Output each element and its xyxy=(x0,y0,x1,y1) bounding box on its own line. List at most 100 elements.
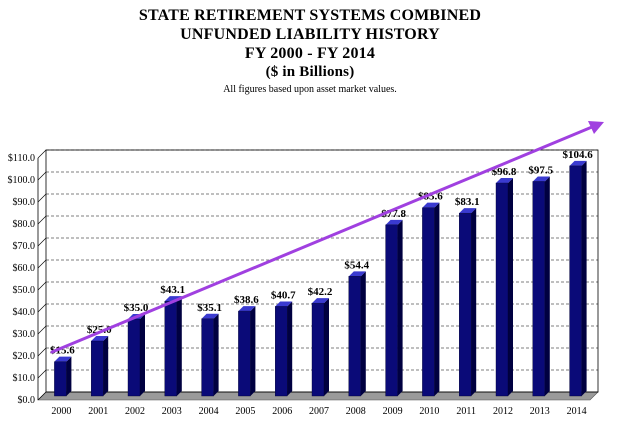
bar xyxy=(127,318,141,397)
bar-side xyxy=(508,178,513,396)
x-tick-label: 2011 xyxy=(456,406,476,417)
bar-side xyxy=(360,271,366,396)
bar xyxy=(164,300,178,397)
gridline-depth xyxy=(37,303,47,313)
x-tick-label: 2002 xyxy=(125,406,145,417)
bar xyxy=(348,276,361,397)
gridline-depth xyxy=(37,149,47,159)
y-tick-label: $80.0 xyxy=(13,219,36,230)
gridline-depth xyxy=(37,369,47,379)
data-label: $85.6 xyxy=(418,191,443,203)
y-tick-label: $10.0 xyxy=(13,373,36,384)
chart-title-line-3: FY 2000 - FY 2014 xyxy=(244,45,376,62)
bar-top xyxy=(422,202,440,208)
bar-top xyxy=(54,356,72,362)
bar-top xyxy=(312,298,329,304)
bar xyxy=(311,302,325,397)
bar xyxy=(385,224,398,397)
gridline-depth xyxy=(37,171,47,181)
x-tick-label: 2012 xyxy=(493,406,513,417)
data-label: $104.6 xyxy=(562,149,593,161)
chart-subtitle: ($ in Billions) xyxy=(265,64,355,80)
bar-side xyxy=(581,160,587,396)
bar-side xyxy=(66,356,72,396)
data-label: $35.0 xyxy=(124,302,149,314)
chart-note: All figures based upon asset market valu… xyxy=(223,84,397,95)
data-label: $97.5 xyxy=(528,165,553,177)
data-label: $42.2 xyxy=(308,286,333,298)
gridline-depth xyxy=(37,237,47,247)
bar-top xyxy=(91,336,109,341)
bar-top xyxy=(348,271,366,277)
bar-side xyxy=(544,176,550,396)
y-tick-label: $50.0 xyxy=(13,285,36,296)
bar xyxy=(90,340,104,397)
gridline-depth xyxy=(37,215,47,225)
trend-arrow-head xyxy=(588,121,604,134)
bar-side xyxy=(471,208,477,396)
data-label: $83.1 xyxy=(455,196,480,208)
gridline-depth xyxy=(37,259,47,269)
data-label: $40.7 xyxy=(271,289,296,301)
trend-arrow-line xyxy=(50,125,594,354)
bar xyxy=(495,182,509,397)
chart-title-block: STATE RETIREMENT SYSTEMS COMBINED UNFUND… xyxy=(0,6,620,96)
data-label: $15.6 xyxy=(50,345,75,357)
bar-top xyxy=(532,176,550,182)
x-tick-label: 2009 xyxy=(383,406,403,417)
y-tick-label: $110.0 xyxy=(8,153,35,164)
y-tick-label: $0.0 xyxy=(18,395,36,406)
chart-title-line-2: UNFUNDED LIABILITY HISTORY xyxy=(180,26,440,43)
gridline-depth xyxy=(37,391,47,401)
bar-top xyxy=(275,301,293,307)
y-tick-label: $60.0 xyxy=(13,263,36,274)
bar-side xyxy=(250,306,256,396)
bar-side xyxy=(176,296,182,396)
x-tick-label: 2004 xyxy=(199,406,219,417)
bar xyxy=(238,310,251,397)
x-tick-label: 2007 xyxy=(309,406,329,417)
y-tick-label: $40.0 xyxy=(13,307,36,318)
bar-top xyxy=(496,178,513,184)
x-tick-label: 2008 xyxy=(346,406,366,417)
gridline-depth xyxy=(37,193,47,203)
y-tick-label: $30.0 xyxy=(13,329,36,340)
bar-top xyxy=(569,160,587,166)
bar-side xyxy=(397,219,403,396)
y-tick-label: $20.0 xyxy=(13,351,36,362)
y-tick-label: $100.0 xyxy=(8,175,36,186)
y-tick-label: $70.0 xyxy=(13,241,36,252)
x-tick-label: 2013 xyxy=(530,406,550,417)
bar-top xyxy=(201,313,219,319)
data-label: $35.1 xyxy=(197,302,222,314)
data-label: $25.0 xyxy=(87,324,112,336)
bar xyxy=(201,318,214,397)
bar-top xyxy=(238,306,256,312)
bar xyxy=(569,165,582,397)
bar xyxy=(275,306,288,397)
bar-side xyxy=(287,301,293,396)
bar-side xyxy=(324,298,329,396)
data-label: $96.8 xyxy=(492,166,517,178)
bar xyxy=(422,207,435,397)
bar-side xyxy=(434,202,440,396)
bar xyxy=(459,212,472,397)
gridline-depth xyxy=(37,347,47,357)
bar-top xyxy=(459,208,477,214)
x-tick-label: 2003 xyxy=(162,406,182,417)
bar-side xyxy=(103,336,109,396)
gridline-depth xyxy=(37,325,47,335)
x-tick-label: 2014 xyxy=(567,406,587,417)
x-tick-label: 2005 xyxy=(235,406,255,417)
data-label: $54.4 xyxy=(344,259,369,271)
x-tick-label: 2001 xyxy=(88,406,108,417)
chart-title-line-1: STATE RETIREMENT SYSTEMS COMBINED xyxy=(138,7,482,24)
bar-top xyxy=(385,219,403,225)
data-label: $43.1 xyxy=(160,284,185,296)
x-tick-label: 2010 xyxy=(419,406,439,417)
x-tick-label: 2006 xyxy=(272,406,292,417)
bar xyxy=(54,361,67,397)
bar-side xyxy=(140,314,145,396)
bar xyxy=(532,181,545,397)
